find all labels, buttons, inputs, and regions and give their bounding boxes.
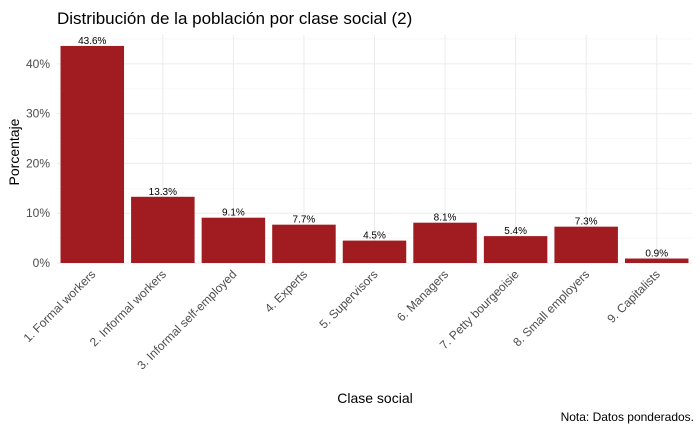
- x-tick-label: 2. Informal workers: [87, 267, 169, 349]
- bar: [272, 224, 336, 263]
- data-label: 9.1%: [222, 208, 245, 219]
- data-label: 13.3%: [149, 187, 177, 198]
- data-label: 43.6%: [78, 36, 106, 47]
- y-tick-label: 30%: [26, 107, 50, 121]
- data-label: 0.9%: [645, 249, 668, 260]
- y-tick-label: 20%: [26, 156, 50, 170]
- chart-title: Distribución de la población por clase s…: [57, 9, 412, 28]
- bar: [624, 258, 689, 263]
- data-label: 7.3%: [575, 217, 598, 228]
- data-label: 4.5%: [363, 231, 386, 242]
- chart-caption: Nota: Datos ponderados.: [561, 410, 694, 424]
- bar: [60, 45, 125, 263]
- bar: [201, 217, 266, 263]
- y-axis-title: Porcentaje: [6, 118, 22, 185]
- data-label: 7.7%: [293, 215, 316, 226]
- x-tick-label: 8. Small employers: [510, 267, 592, 349]
- data-labels: 43.6% 13.3% 9.1% 7.7% 4.5% 8.1% 5.4% 7.3% 0.9%: [78, 36, 668, 260]
- bars: [60, 45, 689, 263]
- x-tick-label: 4. Experts: [262, 267, 310, 315]
- bar: [413, 222, 477, 263]
- bar: [342, 240, 407, 263]
- bar: [554, 226, 618, 263]
- bar: [483, 236, 548, 263]
- x-tick-label: 5. Supervisors: [316, 267, 380, 331]
- x-axis-title: Clase social: [337, 390, 412, 406]
- bar: [131, 196, 195, 263]
- y-tick-label: 0%: [33, 256, 51, 270]
- x-tick-label: 1. Formal workers: [21, 267, 99, 345]
- data-label: 5.4%: [504, 226, 527, 237]
- y-tick-label: 10%: [26, 206, 50, 220]
- y-axis-ticks: 0% 10% 20% 30% 40%: [26, 57, 50, 270]
- y-tick-label: 40%: [26, 57, 50, 71]
- x-tick-label: 9. Capitalists: [604, 267, 662, 325]
- x-tick-label: 6. Managers: [394, 267, 451, 324]
- data-label: 8.1%: [434, 213, 457, 224]
